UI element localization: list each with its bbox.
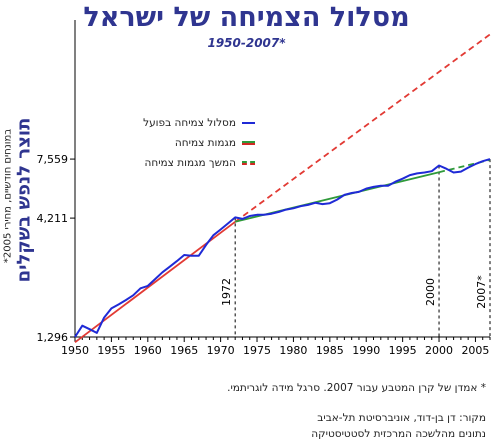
x-tick-label: 2000 <box>425 344 453 357</box>
x-tick-label: 1980 <box>279 344 307 357</box>
y-tick-label: 7,559 <box>37 153 69 166</box>
y-tick-label: 4,211 <box>37 212 69 225</box>
x-tick-label: 1960 <box>134 344 162 357</box>
x-tick-label: 1965 <box>170 344 198 357</box>
legend-label-actual: מסלול צמיחה בפועל <box>143 117 236 129</box>
legend-swatch-actual <box>242 122 255 124</box>
source-line-1: מקור: דן בן-דוד, אוניברסיטת תל-אביב <box>317 412 486 424</box>
chart-legend: מסלול צמיחה בפועל מגמות צמיחה המשך מגמות… <box>120 113 255 173</box>
legend-item-actual: מסלול צמיחה בפועל <box>120 113 255 133</box>
legend-item-trend-cont: המשך מגמות צמיחה <box>120 153 255 173</box>
x-tick-label: 1995 <box>389 344 417 357</box>
x-tick-label: 2005 <box>461 344 489 357</box>
legend-label-trend: מגמות צמיחה <box>174 137 236 149</box>
chart-labels: 1950 1955 1960 1965 1970 1975 1980 1985 1990 1995… <box>37 153 490 357</box>
x-tick-label: 1950 <box>61 344 89 357</box>
chart-title: מסלול הצמיחה של ישראל <box>83 2 410 33</box>
series-line-trend <box>74 221 236 344</box>
series-line-trend-continuation <box>234 33 491 223</box>
x-tick-label: 1970 <box>207 344 235 357</box>
chart-lines <box>74 33 491 344</box>
reference-line-label: 1972 <box>220 278 233 306</box>
legend-label-trend-cont: המשך מגמות צמיחה <box>144 157 236 169</box>
chart-axes <box>70 20 491 342</box>
source-line-2: נתונים מהלשכה המרכזית לסטטיסטיקה <box>311 428 486 440</box>
source-note: מקור: דן בן-דוד, אוניברסיטת תל-אביב נתונ… <box>200 410 486 442</box>
y-tick-label: 1,296 <box>37 331 69 344</box>
x-tick-label: 1975 <box>243 344 271 357</box>
reference-line-label: 2007* <box>475 275 488 309</box>
legend-swatch-trend-cont <box>242 161 255 165</box>
x-tick-label: 1955 <box>97 344 125 357</box>
footnote: * אמדן של קרן המטבע עבור 2007. סרגל מידה… <box>227 382 486 394</box>
series-line-actual <box>74 158 491 338</box>
legend-item-trend: מגמות צמיחה <box>120 133 255 153</box>
legend-swatch-trend <box>242 141 255 145</box>
x-tick-label: 1990 <box>352 344 380 357</box>
x-tick-label: 1985 <box>316 344 344 357</box>
reference-line-label: 2000 <box>424 278 437 306</box>
chart-subtitle: 1950-2007* <box>207 36 286 50</box>
